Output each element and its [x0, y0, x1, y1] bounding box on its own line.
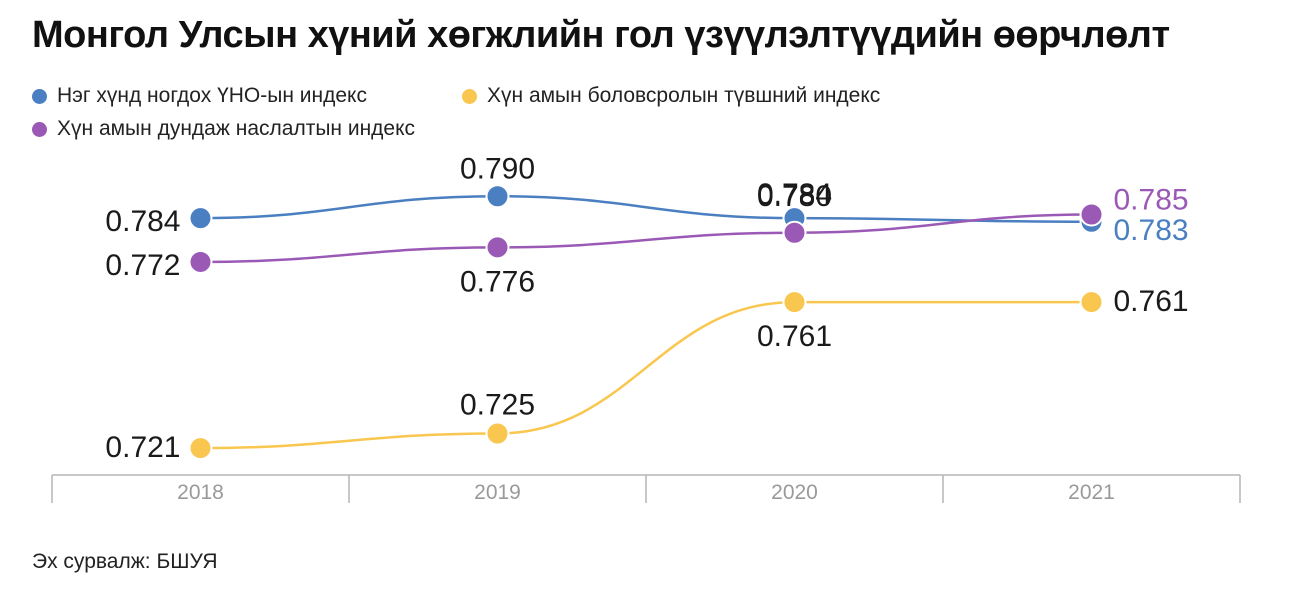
x-tick-label-2020: 2020	[771, 481, 818, 504]
series-line-education	[200, 300, 1092, 450]
legend-label-education: Хүн амын боловсролын түвшний индекс	[487, 84, 881, 107]
data-label-life-expectancy-2020: 0.780	[757, 180, 832, 213]
series-line-life-expectancy	[200, 213, 1092, 264]
data-label-gni-2019: 0.790	[460, 152, 535, 185]
chart-title: Монгол Улсын хүний хөгжлийн гол үзүүлэлт…	[32, 14, 1170, 56]
data-label-life-expectancy-2019: 0.776	[460, 265, 535, 298]
data-point-education-2018	[188, 436, 213, 461]
data-point-life-expectancy-2019	[485, 235, 510, 260]
legend-item-gni: Нэг хүнд ногдох ҮНО-ын индекс	[32, 84, 367, 108]
line-chart: 2018 2019 2020 2021 0.721 0.725 0.761 0.761 0.78…	[51, 152, 1241, 504]
data-point-life-expectancy-2021	[1079, 202, 1104, 227]
data-label-education-2021: 0.761	[1114, 285, 1189, 318]
data-point-education-2019	[485, 421, 510, 446]
legend-dot-gni-icon	[32, 88, 47, 104]
data-point-gni-2018	[188, 206, 213, 231]
legend-dot-life-expectancy-icon	[32, 121, 47, 137]
legend-item-education: Хүн амын боловсролын түвшний индекс	[462, 84, 880, 108]
data-point-education-2021	[1079, 290, 1104, 315]
legend-label-gni: Нэг хүнд ногдох ҮНО-ын индекс	[57, 84, 367, 107]
data-point-life-expectancy-2020	[782, 220, 807, 245]
x-tick-label-2019: 2019	[474, 481, 521, 504]
legend-dot-education-icon	[462, 88, 477, 104]
legend-item-life-expectancy: Хүн амын дундаж наслалтын индекс	[32, 117, 415, 141]
data-point-education-2020	[782, 290, 807, 315]
data-label-life-expectancy-2021: 0.785	[1114, 184, 1189, 217]
series-line-gni	[200, 194, 1092, 224]
data-label-education-2018: 0.721	[105, 431, 180, 464]
data-point-gni-2019	[485, 184, 510, 209]
data-label-life-expectancy-2018: 0.772	[105, 249, 180, 282]
data-label-gni-2021: 0.783	[1114, 214, 1189, 247]
x-tick-label-2021: 2021	[1068, 481, 1115, 504]
data-label-education-2019: 0.725	[460, 389, 535, 422]
x-tick-label-2018: 2018	[177, 481, 224, 504]
legend-label-life-expectancy: Хүн амын дундаж наслалтын индекс	[57, 117, 416, 140]
data-label-education-2020: 0.761	[757, 320, 832, 353]
source-note: Эх сурвалж: БШУЯ	[32, 550, 218, 573]
data-point-life-expectancy-2018	[188, 249, 213, 274]
data-label-gni-2020: 0.784	[757, 178, 832, 211]
data-label-gni-2018: 0.784	[105, 205, 180, 238]
